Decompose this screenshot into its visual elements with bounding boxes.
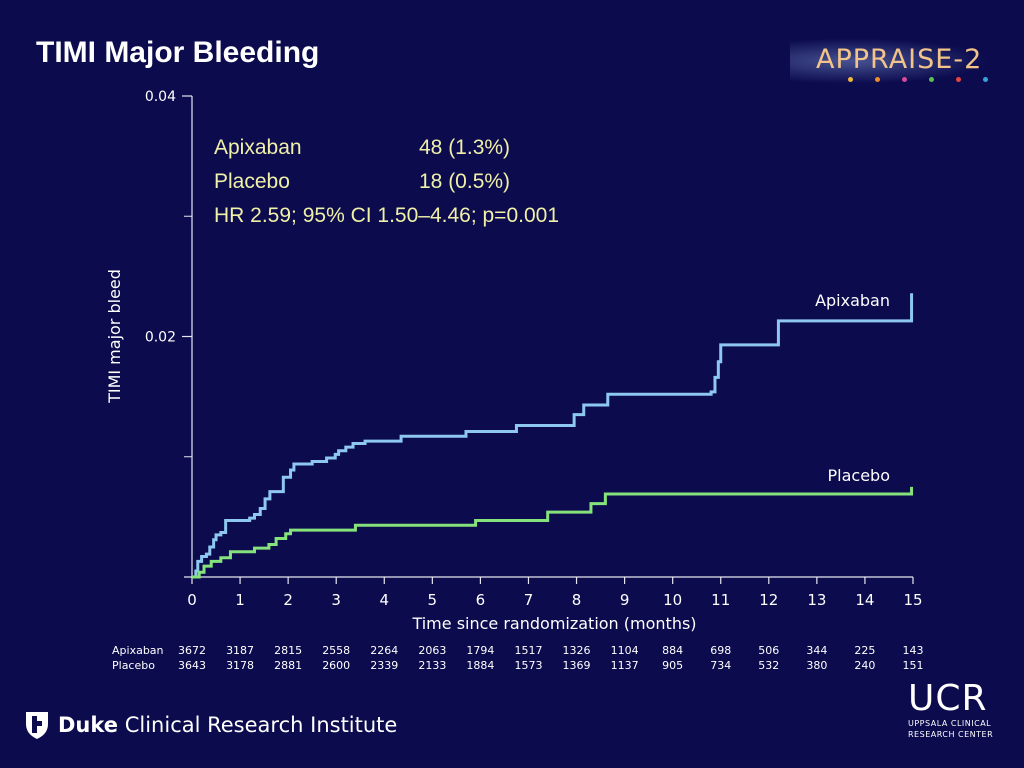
risk-cell: 143 bbox=[902, 644, 924, 657]
legend-placebo-label: Placebo bbox=[214, 170, 290, 193]
duke-shield-icon bbox=[26, 712, 48, 739]
slide-title: TIMI Major Bleeding bbox=[36, 36, 320, 69]
x-tick-label: 15 bbox=[903, 591, 922, 609]
risk-cell: 3672 bbox=[178, 644, 206, 657]
risk-cell: 3178 bbox=[226, 659, 255, 672]
risk-cell: 884 bbox=[662, 644, 684, 657]
risk-row-label: Apixaban bbox=[112, 644, 164, 657]
legend-row-placebo: Placebo 18 (0.5%) bbox=[214, 165, 559, 199]
risk-cell: 3643 bbox=[178, 659, 206, 672]
logo-dots bbox=[848, 77, 988, 82]
x-tick-label: 6 bbox=[476, 591, 486, 609]
x-axis-label: Time since randomization (months) bbox=[411, 614, 696, 633]
risk-cell: 1104 bbox=[610, 644, 639, 657]
series-label-apixaban: Apixaban bbox=[815, 291, 890, 310]
logo-dot bbox=[902, 77, 907, 82]
logo-dot bbox=[848, 77, 853, 82]
risk-cell: 240 bbox=[854, 659, 876, 672]
risk-cell: 2063 bbox=[418, 644, 447, 657]
risk-cell: 1517 bbox=[514, 644, 543, 657]
risk-cell: 225 bbox=[854, 644, 876, 657]
legend-apixaban-label: Apixaban bbox=[214, 136, 302, 159]
results-legend: Apixaban 48 (1.3%) Placebo 18 (0.5%) HR … bbox=[214, 131, 559, 233]
series-label-placebo: Placebo bbox=[828, 466, 890, 485]
risk-cell: 151 bbox=[902, 659, 924, 672]
legend-apixaban-value: 48 (1.3%) bbox=[419, 136, 511, 159]
hazard-ratio-text: HR 2.59; 95% CI 1.50–4.46; p=0.001 bbox=[214, 204, 559, 227]
y-axis-label: TIMI major bleed bbox=[105, 269, 124, 404]
legend-placebo-value: 18 (0.5%) bbox=[419, 170, 511, 193]
risk-cell: 1137 bbox=[610, 659, 639, 672]
x-tick-label: 5 bbox=[428, 591, 438, 609]
appraise-2-logo: APPRAISE-2 bbox=[790, 30, 1010, 100]
duke-text: Duke Clinical Research Institute bbox=[58, 713, 397, 737]
risk-cell: 2558 bbox=[322, 644, 351, 657]
risk-cell: 3187 bbox=[226, 644, 255, 657]
risk-cell: 1884 bbox=[466, 659, 495, 672]
risk-cell: 344 bbox=[806, 644, 828, 657]
x-tick-label: 12 bbox=[759, 591, 778, 609]
x-tick-label: 3 bbox=[331, 591, 341, 609]
x-tick-label: 13 bbox=[807, 591, 826, 609]
x-tick-label: 14 bbox=[855, 591, 874, 609]
risk-cell: 532 bbox=[758, 659, 780, 672]
x-tick-label: 10 bbox=[663, 591, 682, 609]
series-line-apixaban bbox=[192, 293, 914, 579]
logo-dot bbox=[929, 77, 934, 82]
logo-dot bbox=[983, 77, 988, 82]
ucr-line-2: RESEARCH CENTER bbox=[908, 730, 994, 739]
ucr-logo: UCR UPPSALA CLINICAL RESEARCH CENTER bbox=[908, 680, 1008, 740]
duke-rest: Clinical Research Institute bbox=[124, 713, 398, 737]
logo-dot bbox=[956, 77, 961, 82]
risk-cell: 2339 bbox=[370, 659, 399, 672]
risk-cell: 2264 bbox=[370, 644, 399, 657]
risk-cell: 2133 bbox=[418, 659, 447, 672]
legend-row-apixaban: Apixaban 48 (1.3%) bbox=[214, 131, 559, 165]
ucr-letters: UCR bbox=[908, 678, 988, 719]
y-tick-label: 0.02 bbox=[145, 330, 176, 346]
series-line-placebo bbox=[192, 486, 914, 579]
risk-cell: 2815 bbox=[274, 644, 303, 657]
x-tick-label: 4 bbox=[379, 591, 389, 609]
logo-glow bbox=[790, 38, 990, 84]
x-tick-label: 2 bbox=[283, 591, 293, 609]
logo-dot bbox=[875, 77, 880, 82]
duke-logo: Duke Clinical Research Institute bbox=[24, 710, 397, 740]
duke-bold: Duke bbox=[58, 713, 119, 737]
logo-text: APPRAISE-2 bbox=[816, 44, 983, 75]
risk-cell: 2881 bbox=[274, 659, 303, 672]
risk-cell: 1326 bbox=[562, 644, 591, 657]
x-tick-label: 7 bbox=[524, 591, 534, 609]
risk-cell: 1794 bbox=[466, 644, 495, 657]
risk-cell: 905 bbox=[662, 659, 684, 672]
risk-cell: 2600 bbox=[322, 659, 351, 672]
x-tick-label: 8 bbox=[572, 591, 582, 609]
risk-cell: 1573 bbox=[514, 659, 543, 672]
y-tick-label: 0.04 bbox=[145, 89, 176, 105]
risk-cell: 698 bbox=[710, 644, 732, 657]
risk-cell: 506 bbox=[758, 644, 780, 657]
ucr-line-1: UPPSALA CLINICAL bbox=[908, 719, 992, 728]
risk-cell: 734 bbox=[710, 659, 732, 672]
risk-row-label: Placebo bbox=[112, 659, 155, 672]
x-tick-label: 9 bbox=[620, 591, 630, 609]
x-tick-label: 11 bbox=[711, 591, 730, 609]
x-tick-label: 1 bbox=[235, 591, 245, 609]
risk-cell: 1369 bbox=[562, 659, 591, 672]
x-tick-label: 0 bbox=[187, 591, 197, 609]
risk-cell: 380 bbox=[806, 659, 828, 672]
